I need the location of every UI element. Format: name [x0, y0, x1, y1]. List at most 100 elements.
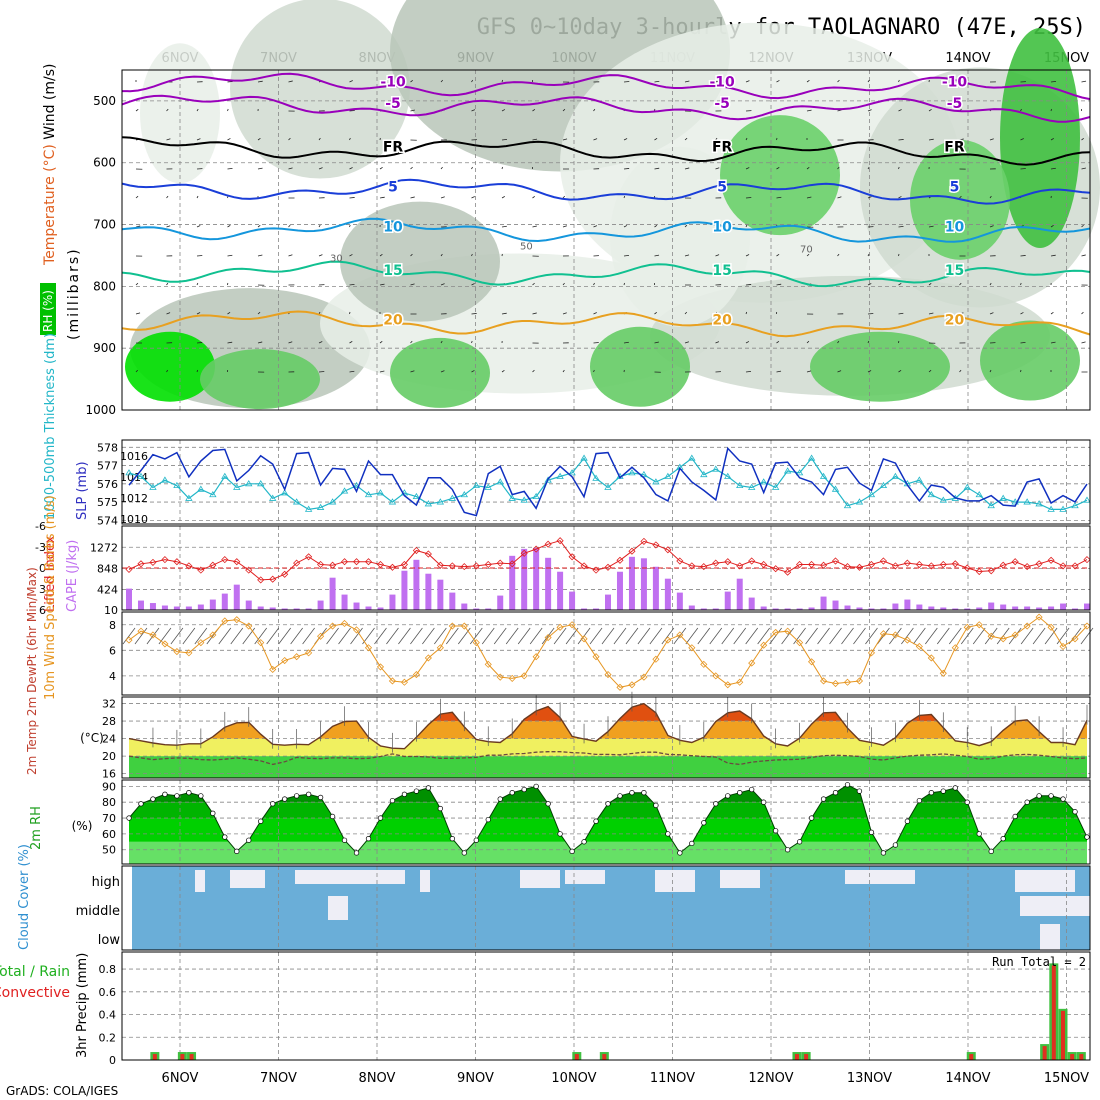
rh-marker	[820, 796, 827, 802]
rh-marker	[737, 790, 743, 796]
li-marker	[843, 563, 852, 571]
wind-barb	[721, 627, 735, 645]
cape-bar	[126, 588, 132, 610]
wind-barb	[898, 253, 900, 257]
wind-barb	[410, 166, 413, 170]
wind-speed-marker	[927, 654, 935, 662]
rh-moist-shading	[125, 331, 215, 402]
wind-speed-marker	[400, 678, 408, 686]
wind-barb	[501, 166, 503, 170]
rh-unit: (%)	[72, 819, 93, 833]
cape-bar	[988, 602, 995, 610]
cape-bar	[185, 606, 192, 610]
li-marker	[1083, 556, 1091, 564]
rh-moist-shading	[810, 331, 950, 402]
wind-barb	[227, 341, 233, 344]
rh-marker	[856, 788, 863, 794]
rh-marker	[461, 850, 467, 856]
rh-marker	[784, 847, 791, 853]
li-marker	[376, 560, 385, 569]
wind-speed-marker	[424, 654, 432, 662]
wind-barb	[776, 254, 780, 257]
wind-barb	[471, 166, 473, 170]
wind-speed-marker	[616, 683, 624, 691]
wind-barb	[379, 340, 383, 344]
cape-bar	[269, 607, 276, 610]
wind-speed-marker	[808, 658, 816, 666]
pressure-tick-label: 700	[93, 218, 116, 232]
slp-tick-label: 1012	[120, 492, 148, 505]
wind-barb	[501, 196, 505, 199]
li-marker	[592, 566, 600, 574]
wind-barb	[410, 253, 413, 257]
cape-bar	[1048, 606, 1055, 610]
slp-line	[128, 446, 1088, 517]
rh-marker	[916, 797, 922, 804]
wind-speed-marker	[915, 642, 923, 651]
wind-barb	[288, 341, 293, 344]
wind-barb	[637, 627, 651, 645]
li-marker	[604, 563, 612, 571]
isotherm-label: 10	[712, 220, 732, 236]
rh-marker	[713, 801, 719, 807]
wind-barb	[1050, 225, 1054, 228]
li-line	[128, 540, 1088, 581]
wind-speed-marker	[532, 653, 540, 661]
panel-upper-air: 500 600 700 800 900 1000 -10 -10 -10 -5 -5 -5 FR FR FR…	[40, 0, 1100, 417]
thickness-marker	[652, 478, 660, 485]
wind-barb	[146, 627, 160, 645]
rh-marker	[533, 783, 539, 789]
wind-barb	[867, 340, 870, 344]
wind-barb	[338, 627, 351, 645]
wind-barb	[501, 109, 506, 112]
cape-bar	[868, 608, 875, 610]
wind-barb	[654, 311, 657, 315]
wind-speed-marker	[831, 679, 840, 688]
wind-barb	[471, 109, 476, 112]
cloud-fill	[1015, 870, 1075, 892]
wind-speed-marker	[245, 622, 253, 630]
wind-barb	[134, 627, 148, 645]
cape-bar	[521, 548, 528, 610]
cloud-fill	[1020, 896, 1090, 916]
rh-marker	[844, 782, 851, 788]
rh-marker	[377, 815, 384, 821]
li-marker	[556, 537, 564, 545]
wind-barb	[745, 80, 750, 83]
cloud-frame	[121, 865, 1091, 951]
wind-barb	[1020, 138, 1024, 141]
wind-barb	[166, 138, 171, 141]
date-label-bottom: 10NOV	[551, 1071, 596, 1086]
cloud-fill	[328, 896, 348, 920]
wind-barb	[196, 108, 199, 112]
wind-barb	[805, 627, 818, 645]
li-marker	[831, 557, 840, 565]
wind-barb	[196, 312, 201, 315]
wind-barb	[410, 196, 415, 199]
li-marker	[293, 559, 301, 567]
thickness-marker	[771, 483, 780, 490]
thickness-tick-label: 577	[97, 460, 118, 473]
upper-ylabel-pressure: (millibars)	[66, 247, 82, 340]
wind-barb	[745, 311, 748, 315]
wind-barb	[349, 137, 351, 141]
wind-barb	[532, 138, 538, 141]
li-marker	[269, 575, 277, 583]
cloud-level-label: high	[92, 875, 120, 890]
rh-marker	[761, 799, 767, 805]
li-marker	[1023, 563, 1031, 571]
rh-marker	[521, 786, 527, 793]
thickness-marker	[1059, 505, 1067, 512]
wind-speed-marker	[903, 636, 911, 644]
li-marker	[999, 561, 1007, 569]
rh-shading	[340, 201, 500, 322]
li-marker	[987, 567, 995, 575]
wind-barb	[505, 627, 519, 645]
wind-barb	[471, 79, 474, 83]
rh-marker	[1072, 809, 1078, 815]
wind-barb	[1050, 341, 1056, 344]
cloud-fill	[845, 870, 915, 884]
wind-barb	[562, 195, 566, 199]
wind-speed-marker	[388, 677, 397, 685]
isotherm-line	[121, 260, 1091, 288]
